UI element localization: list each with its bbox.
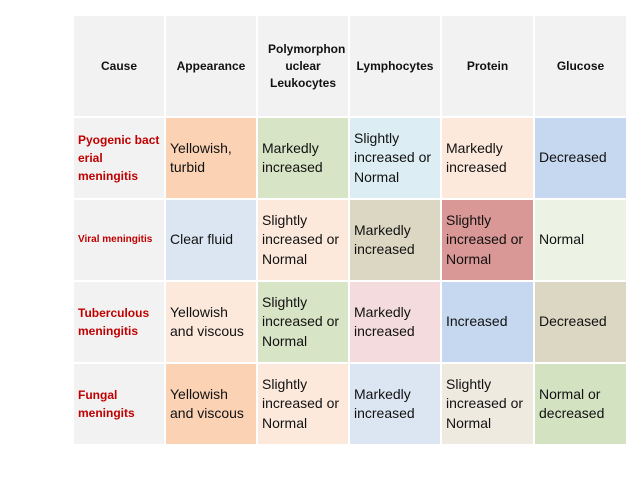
glucose-cell: Normal <box>535 200 628 282</box>
cause-cell: Viral meningitis <box>74 200 166 282</box>
protein-cell: Markedly increased <box>442 118 535 200</box>
cause-cell: Pyogenic bact erial meningitis <box>74 118 166 200</box>
appearance-cell: Yellowish, turbid <box>166 118 258 200</box>
header-row: Cause Appearance Polymorphon uclear Leuk… <box>74 16 628 118</box>
lymphocytes-cell: Markedly increased <box>350 200 442 282</box>
table-row: Tuberculous meningitis Yellowish and vis… <box>74 282 628 364</box>
cause-cell: Tuberculous meningitis <box>74 282 166 364</box>
header-polymorphonuclear-leukocytes: Polymorphon uclear Leukocytes <box>258 16 350 118</box>
appearance-cell: Clear fluid <box>166 200 258 282</box>
header-cause: Cause <box>74 16 166 118</box>
lymphocytes-cell: Markedly increased <box>350 282 442 364</box>
header-lymphocytes: Lymphocytes <box>350 16 442 118</box>
table-row: Fungal meningits Yellowish and viscous S… <box>74 364 628 446</box>
header-appearance: Appearance <box>166 16 258 118</box>
pmn-cell: Slightly increased or Normal <box>258 282 350 364</box>
cause-cell: Fungal meningits <box>74 364 166 446</box>
protein-cell: Slightly increased or Normal <box>442 364 535 446</box>
protein-cell: Increased <box>442 282 535 364</box>
table-row: Pyogenic bact erial meningitis Yellowish… <box>74 118 628 200</box>
header-glucose: Glucose <box>535 16 628 118</box>
appearance-cell: Yellowish and viscous <box>166 364 258 446</box>
lymphocytes-cell: Markedly increased <box>350 364 442 446</box>
protein-cell: Slightly increased or Normal <box>442 200 535 282</box>
glucose-cell: Normal or decreased <box>535 364 628 446</box>
lymphocytes-cell: Slightly increased or Normal <box>350 118 442 200</box>
appearance-cell: Yellowish and viscous <box>166 282 258 364</box>
pmn-cell: Slightly increased or Normal <box>258 364 350 446</box>
table-row: Viral meningitis Clear fluid Slightly in… <box>74 200 628 282</box>
pmn-cell: Markedly increased <box>258 118 350 200</box>
header-protein: Protein <box>442 16 535 118</box>
glucose-cell: Decreased <box>535 282 628 364</box>
glucose-cell: Decreased <box>535 118 628 200</box>
csf-comparison-table: Cause Appearance Polymorphon uclear Leuk… <box>74 16 628 446</box>
pmn-cell: Slightly increased or Normal <box>258 200 350 282</box>
